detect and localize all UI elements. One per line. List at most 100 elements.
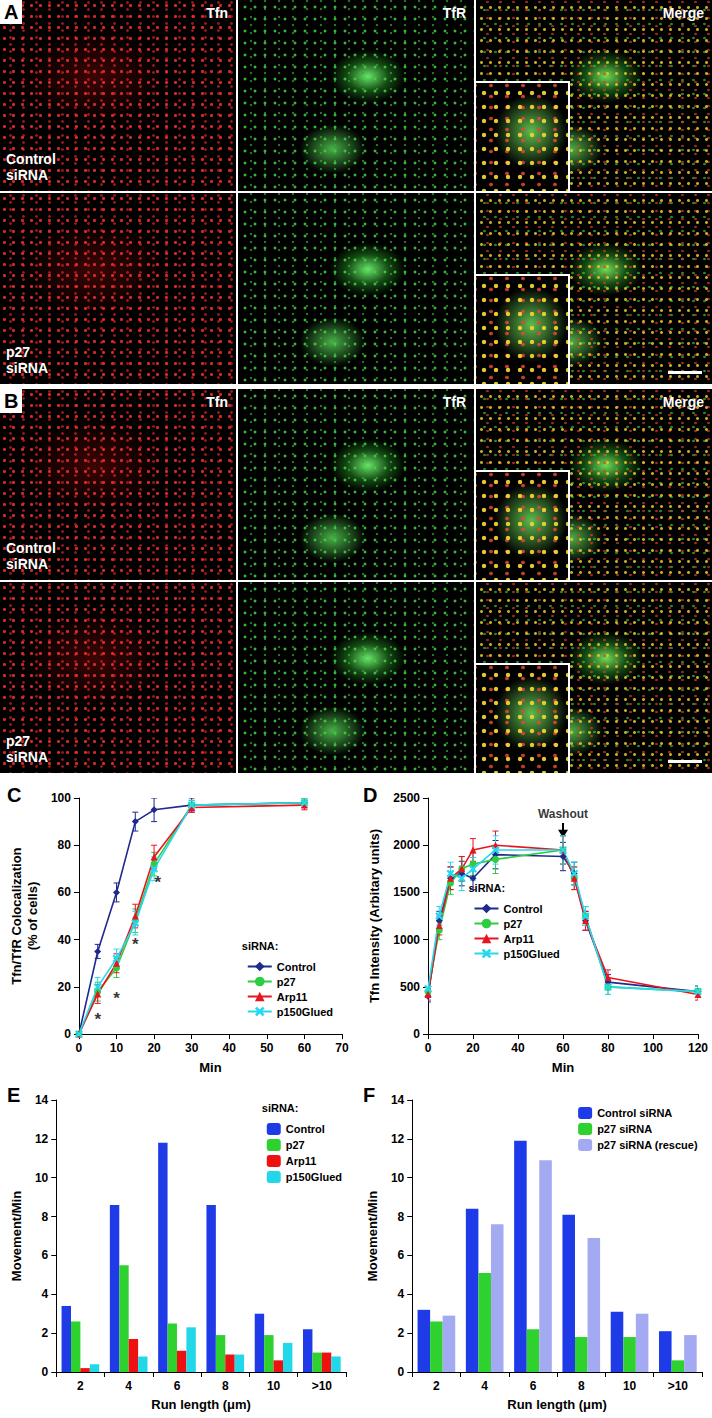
svg-text:p150Glued: p150Glued [277,1006,333,1018]
html-text:TfR: TfR [442,394,466,410]
svg-text:Control: Control [286,1123,325,1135]
svg-text:Min: Min [199,1060,221,1075]
svg-text:40: 40 [223,1041,237,1055]
svg-text:p27 siRNA: p27 siRNA [597,1123,652,1135]
svg-text:60: 60 [556,1041,570,1055]
svg-text:Run length (μm): Run length (μm) [507,1397,607,1412]
svg-text:60: 60 [58,885,72,899]
svg-text:1000: 1000 [393,933,420,947]
svg-text:80: 80 [58,838,72,852]
svg-text:100: 100 [643,1041,663,1055]
html-text:Control siRNA: Control siRNA [6,540,56,572]
svg-text:Arp11: Arp11 [286,1155,317,1167]
svg-text:siRNA:: siRNA: [262,1102,299,1114]
svg-text:2500: 2500 [393,791,420,805]
svg-text:Control siRNA: Control siRNA [597,1107,672,1119]
svg-text:8: 8 [42,1210,49,1224]
svg-text:0: 0 [398,1365,405,1379]
svg-text:12: 12 [35,1132,49,1146]
svg-text:14: 14 [35,1093,49,1107]
svg-text:0: 0 [76,1041,83,1055]
html-text:Tfn: Tfn [206,394,228,410]
svg-text:2: 2 [42,1326,49,1340]
svg-text:siRNA:: siRNA: [469,882,506,894]
html-text:Merge: Merge [662,5,704,21]
svg-text:Tfn/TfR Colocalization: Tfn/TfR Colocalization [9,847,24,984]
svg-text:p27: p27 [286,1139,305,1151]
svg-text:Movement/Min: Movement/Min [9,1191,24,1281]
svg-text:p27: p27 [277,976,296,988]
svg-text:2: 2 [398,1326,405,1340]
svg-text:50: 50 [260,1041,274,1055]
svg-text:4: 4 [42,1287,49,1301]
svg-text:C: C [7,784,21,806]
svg-text:Movement/Min: Movement/Min [365,1191,380,1281]
svg-text:(% of cells): (% of cells) [25,882,40,951]
svg-text:100: 100 [51,791,71,805]
svg-text:10: 10 [267,1379,281,1393]
svg-text:p150Glued: p150Glued [504,948,560,960]
svg-text:10: 10 [391,1171,405,1185]
svg-text:4: 4 [398,1287,405,1301]
svg-text:4: 4 [125,1379,132,1393]
svg-text:p150Glued: p150Glued [286,1171,342,1183]
svg-text:40: 40 [58,933,72,947]
svg-text:Control: Control [504,903,543,915]
html-text:p27 siRNA: p27 siRNA [6,733,48,765]
svg-text:8: 8 [398,1210,405,1224]
svg-text:Arp11: Arp11 [277,991,308,1003]
svg-text:0: 0 [64,1027,71,1041]
svg-text:2000: 2000 [393,838,420,852]
svg-text:*: * [155,873,162,892]
svg-text:Min: Min [552,1060,574,1075]
svg-text:120: 120 [688,1041,708,1055]
svg-text:70: 70 [335,1041,349,1055]
svg-text:D: D [363,784,377,806]
svg-text:6: 6 [174,1379,181,1393]
html-text:Control siRNA: Control siRNA [6,151,56,183]
svg-text:E: E [7,1084,20,1106]
svg-text:*: * [113,989,120,1008]
svg-text:40: 40 [511,1041,525,1055]
svg-text:>10: >10 [668,1379,689,1393]
svg-text:4: 4 [481,1379,488,1393]
svg-text:2: 2 [433,1379,440,1393]
svg-text:*: * [94,1010,101,1029]
svg-text:1500: 1500 [393,885,420,899]
svg-text:0: 0 [413,1027,420,1041]
svg-text:*: * [132,935,139,954]
svg-text:30: 30 [185,1041,199,1055]
svg-text:2: 2 [77,1379,84,1393]
svg-text:Tfn Intensity (Arbitary units): Tfn Intensity (Arbitary units) [367,829,382,1003]
svg-text:siRNA:: siRNA: [242,940,279,952]
svg-text:Arp11: Arp11 [504,933,535,945]
svg-text:20: 20 [58,980,72,994]
svg-text:Run length (μm): Run length (μm) [151,1397,251,1412]
svg-text:6: 6 [398,1248,405,1262]
svg-text:8: 8 [222,1379,229,1393]
svg-text:>10: >10 [312,1379,333,1393]
svg-text:60: 60 [298,1041,312,1055]
svg-text:8: 8 [578,1379,585,1393]
svg-text:Control: Control [277,961,316,973]
svg-text:0: 0 [425,1041,432,1055]
svg-text:10: 10 [110,1041,124,1055]
html-text:p27 siRNA: p27 siRNA [6,344,48,376]
svg-text:500: 500 [400,980,420,994]
svg-text:20: 20 [147,1041,161,1055]
html-text:TfR: TfR [442,5,466,21]
svg-text:p27: p27 [504,918,523,930]
svg-text:F: F [363,1084,375,1106]
html-text:Tfn: Tfn [206,5,228,21]
svg-text:p27 siRNA (rescue): p27 siRNA (rescue) [597,1139,698,1151]
svg-text:0: 0 [42,1365,49,1379]
svg-text:20: 20 [466,1041,480,1055]
svg-text:6: 6 [42,1248,49,1262]
svg-text:6: 6 [530,1379,537,1393]
svg-text:10: 10 [35,1171,49,1185]
svg-text:10: 10 [623,1379,637,1393]
svg-text:Washout: Washout [538,807,588,821]
svg-text:14: 14 [391,1093,405,1107]
svg-text:80: 80 [601,1041,615,1055]
svg-text:12: 12 [391,1132,405,1146]
